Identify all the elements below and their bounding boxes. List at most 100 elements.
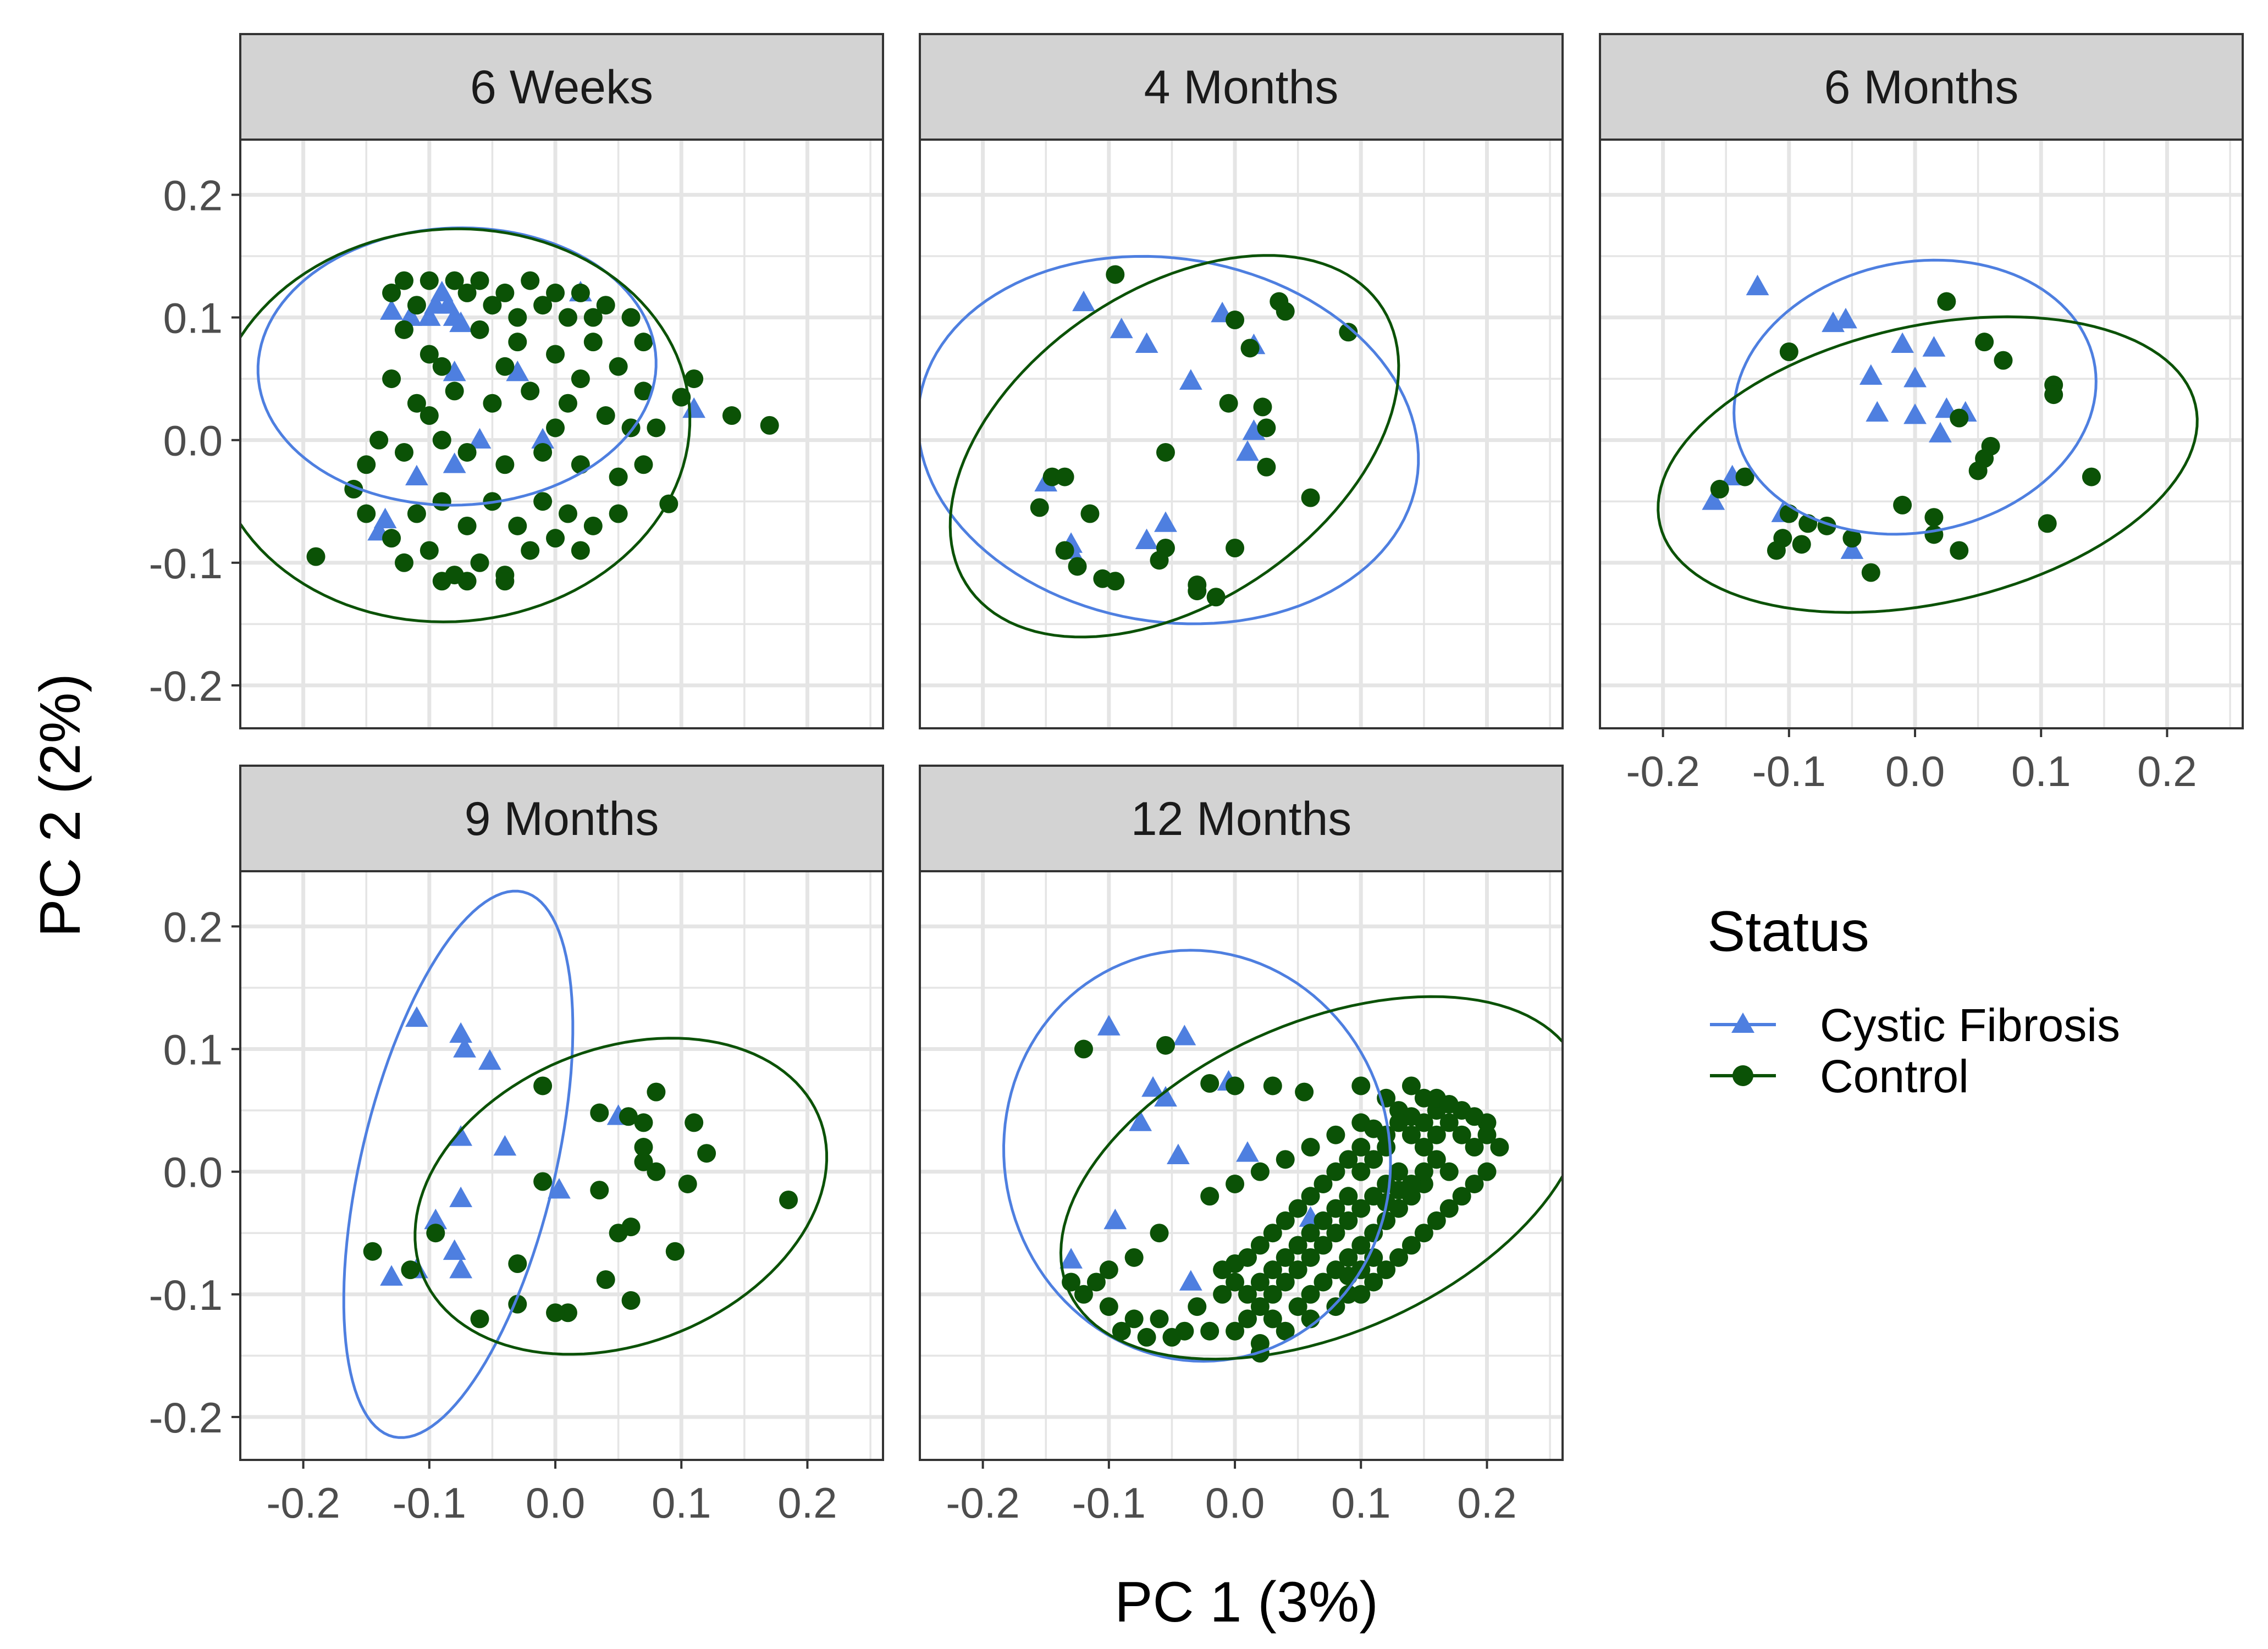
point-control [407,296,426,315]
point-control [590,1103,609,1122]
point-control [619,1107,638,1126]
point-control [697,1144,716,1163]
point-cystic-fibrosis [443,1239,466,1260]
x-tick-label: -0.1 [1752,747,1826,795]
strip-background [1599,33,2244,141]
point-control [483,394,502,413]
point-control [546,283,565,302]
point-control [596,296,615,315]
point-cystic-fibrosis [417,305,441,326]
point-control [432,492,451,511]
point-control [2082,467,2101,486]
point-control [1414,1224,1433,1243]
point-cystic-fibrosis [1903,403,1927,424]
point-control [1263,1285,1282,1304]
point-control [1351,1162,1371,1181]
point-control [1401,1125,1421,1144]
point-control [1226,310,1245,329]
point-control [382,283,401,302]
point-control [1427,1125,1446,1144]
point-control [533,492,553,511]
point-control [1427,1211,1446,1230]
point-control [521,381,540,401]
point-cystic-fibrosis [1903,367,1927,388]
point-control [1364,1150,1383,1169]
strip-label: 6 Months [1824,61,2019,114]
point-control [1439,1113,1459,1132]
point-cystic-fibrosis [682,397,706,418]
point-control [1055,541,1074,560]
point-control [495,357,515,376]
point-control [533,1076,553,1095]
point-control [1257,457,1276,477]
point-cystic-fibrosis [1891,332,1914,353]
point-control [571,283,590,302]
point-control [394,271,413,290]
panel-grid [1600,140,2243,728]
point-control [1188,575,1207,594]
point-cystic-fibrosis [449,311,473,333]
point-control [1767,541,1786,560]
y-tick-label: -0.2 [149,1393,223,1442]
point-control [382,369,401,389]
point-control [1893,495,1912,514]
point-control [432,430,451,450]
point-control [1439,1094,1459,1114]
point-control [521,541,540,560]
point-control [1099,1260,1118,1280]
point-control [1389,1162,1409,1181]
point-cystic-fibrosis [1154,511,1177,532]
x-tick-label: -0.2 [1626,747,1699,795]
point-control [508,308,527,327]
point-control [407,504,426,523]
point-control [1124,1248,1144,1267]
x-tick-label: 0.1 [1331,1479,1390,1527]
point-control [363,1242,382,1261]
point-control [1861,563,1880,582]
point-control [445,271,464,290]
point-control [1150,1224,1169,1243]
point-control [1238,1309,1257,1329]
point-control [1465,1174,1484,1193]
point-cystic-fibrosis [405,1006,428,1027]
point-control [1250,1162,1270,1181]
strip-background [919,33,1564,141]
point-control [596,1270,615,1290]
strip-label: 9 Months [465,793,659,845]
point-control [685,1113,704,1132]
point-control [1301,488,1320,507]
point-control [779,1190,798,1209]
point-control [470,553,489,572]
y-tick-label: -0.1 [149,1271,223,1319]
point-control [533,296,553,315]
point-control [1950,541,1969,560]
x-tick-label: 0.1 [2011,747,2071,795]
point-control [583,333,603,352]
point-control [1377,1138,1396,1157]
point-control [1200,1074,1219,1093]
point-control [1389,1248,1409,1267]
point-control [1276,302,1295,321]
point-control [1414,1138,1433,1157]
legend-item-cystic-fibrosis: Cystic Fibrosis [1710,999,2120,1051]
point-control [483,296,502,315]
point-cystic-fibrosis [443,452,466,473]
point-control [1339,1187,1358,1206]
point-control [1439,1199,1459,1218]
panel-data [1002,949,1563,1363]
y-tick-label: 0.2 [163,171,223,219]
legend-label-cystic-fibrosis: Cystic Fibrosis [1820,999,2120,1051]
point-control [1226,1321,1245,1341]
panel-data [920,254,1420,639]
point-control [558,504,577,523]
x-tick-label: 0.0 [1885,747,1945,795]
point-control [1465,1107,1484,1126]
point-control [546,345,565,364]
point-control [647,418,666,438]
point-control [1389,1181,1409,1200]
point-cystic-fibrosis [1173,1025,1196,1045]
point-control [571,369,590,389]
point-cystic-fibrosis [1840,538,1864,559]
point-control [1276,1248,1295,1267]
point-control [457,442,477,462]
